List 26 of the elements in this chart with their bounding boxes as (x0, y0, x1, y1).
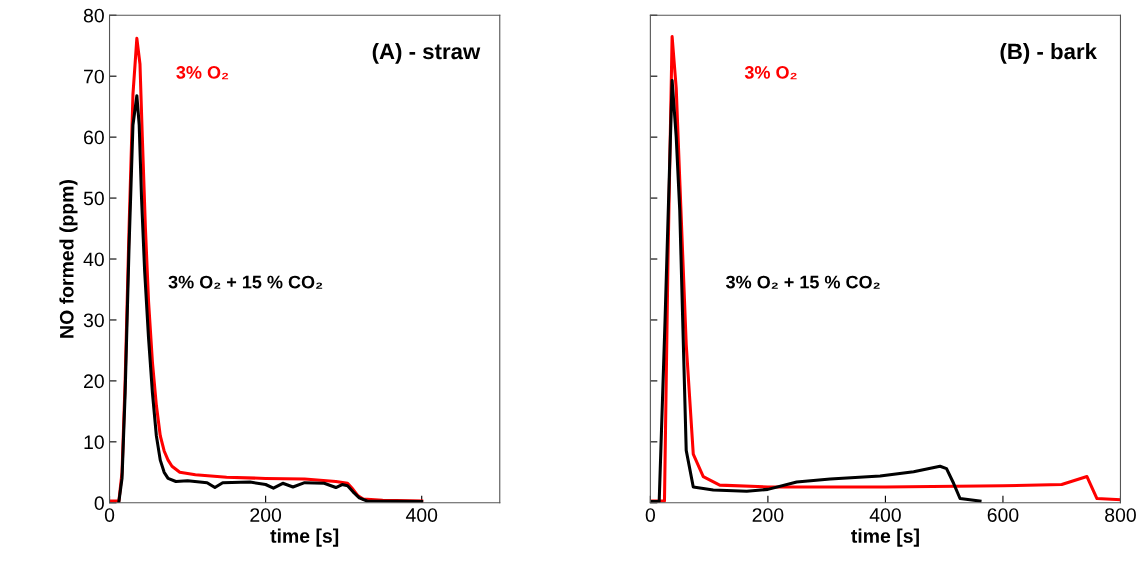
y-axis-title: NO formed (ppm) (59, 180, 78, 338)
y-tick-label: 40 (83, 252, 104, 267)
x-tick-label: 200 (752, 508, 784, 522)
y-tick-label: 20 (84, 374, 104, 389)
series-label: 3% O₂ + 15 % CO₂ (168, 275, 323, 289)
x-axis-title: time [s] (270, 528, 339, 547)
x-axis-title: time [s] (851, 528, 919, 547)
text: (A) - straw (372, 43, 481, 64)
y-tick-label: 70 (84, 69, 104, 84)
y-tick-label: 50 (83, 191, 104, 206)
y-tick-label: 60 (84, 130, 104, 145)
y-tick-label: 80 (83, 8, 104, 23)
y-tick-label: 10 (84, 435, 104, 450)
series-label: 3% O₂ (176, 66, 229, 80)
x-tick-label: 200 (250, 508, 282, 522)
text: (B) - bark (1000, 43, 1097, 64)
text: 3% O₂ + 15 % CO₂ (726, 275, 880, 289)
x-tick-label: 0 (104, 508, 115, 522)
x-tick-label: 400 (869, 508, 901, 522)
x-tick-label: 600 (987, 508, 1019, 522)
y-tick-label: 0 (94, 496, 104, 511)
x-tick-label: 800 (1105, 508, 1136, 522)
y-tick-label: 30 (83, 313, 104, 328)
x-tick-label: 0 (645, 508, 656, 522)
x-tick-label: 400 (405, 508, 438, 522)
text: 3% O₂ (744, 66, 797, 80)
